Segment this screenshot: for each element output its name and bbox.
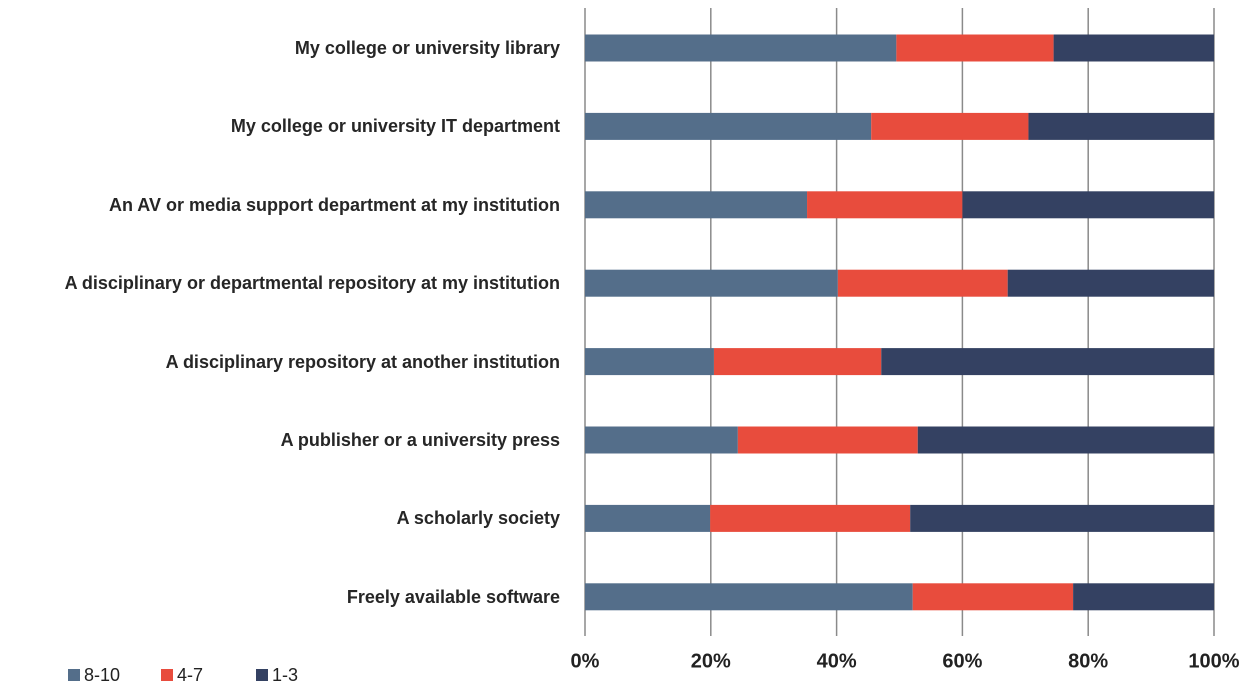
x-tick-label: 80% bbox=[1068, 650, 1108, 672]
bar-segment bbox=[585, 269, 838, 297]
bar-segment bbox=[896, 34, 1054, 62]
category-label-row: My college or university library bbox=[0, 35, 560, 61]
bar-segment bbox=[713, 348, 882, 376]
category-label-row: A scholarly society bbox=[0, 505, 560, 531]
bar-segment bbox=[881, 348, 1214, 376]
category-label-row: A disciplinary or departmental repositor… bbox=[0, 270, 560, 296]
bar-segment bbox=[1028, 112, 1214, 140]
x-tick-label: 0% bbox=[571, 650, 600, 672]
legend-label: 1-3 bbox=[272, 665, 298, 685]
category-label-row: Freely available software bbox=[0, 584, 560, 610]
category-label-row: A disciplinary repository at another ins… bbox=[0, 349, 560, 375]
bar-segment bbox=[585, 34, 897, 62]
category-label: An AV or media support department at my … bbox=[108, 194, 560, 215]
bar-segment bbox=[917, 426, 1214, 454]
bar-segment bbox=[910, 504, 1214, 532]
bar-segment bbox=[585, 583, 913, 611]
category-label: A publisher or a university press bbox=[280, 430, 560, 450]
legend-swatch bbox=[68, 669, 80, 681]
category-label-row: A publisher or a university press bbox=[0, 427, 560, 453]
category-label: A disciplinary repository at another ins… bbox=[165, 351, 560, 372]
bar-segment bbox=[585, 348, 714, 376]
bar-segment bbox=[1073, 583, 1214, 611]
bar-segment bbox=[837, 269, 1008, 297]
x-tick-label: 40% bbox=[817, 650, 857, 672]
category-label-row: An AV or media support department at my … bbox=[0, 192, 560, 218]
bar-segment bbox=[585, 426, 738, 454]
bar-segment bbox=[871, 112, 1029, 140]
x-tick-label: 20% bbox=[691, 650, 731, 672]
category-label: My college or university library bbox=[294, 38, 560, 58]
category-label: My college or university IT department bbox=[230, 116, 560, 137]
category-label: Freely available software bbox=[346, 586, 560, 607]
x-tick-label: 100% bbox=[1188, 650, 1239, 672]
bar-segment bbox=[585, 504, 711, 532]
legend-swatch bbox=[161, 669, 173, 681]
category-label-row: My college or university IT department bbox=[0, 113, 560, 139]
bar-segment bbox=[807, 191, 963, 219]
bar-segment bbox=[737, 426, 918, 454]
category-label: A disciplinary or departmental repositor… bbox=[64, 273, 560, 294]
bar-segment bbox=[710, 504, 911, 532]
bar-segment bbox=[912, 583, 1074, 611]
category-label: A scholarly society bbox=[396, 508, 560, 529]
legend-label: 4-7 bbox=[177, 665, 203, 685]
bar-segment bbox=[585, 112, 872, 140]
x-tick-label: 60% bbox=[942, 650, 982, 672]
bar-segment bbox=[585, 191, 808, 219]
bar-segment bbox=[1053, 34, 1214, 62]
bar-segment bbox=[962, 191, 1214, 219]
legend-swatch bbox=[256, 669, 268, 681]
legend-label: 8-10 bbox=[84, 665, 120, 685]
bar-segment bbox=[1007, 269, 1214, 297]
